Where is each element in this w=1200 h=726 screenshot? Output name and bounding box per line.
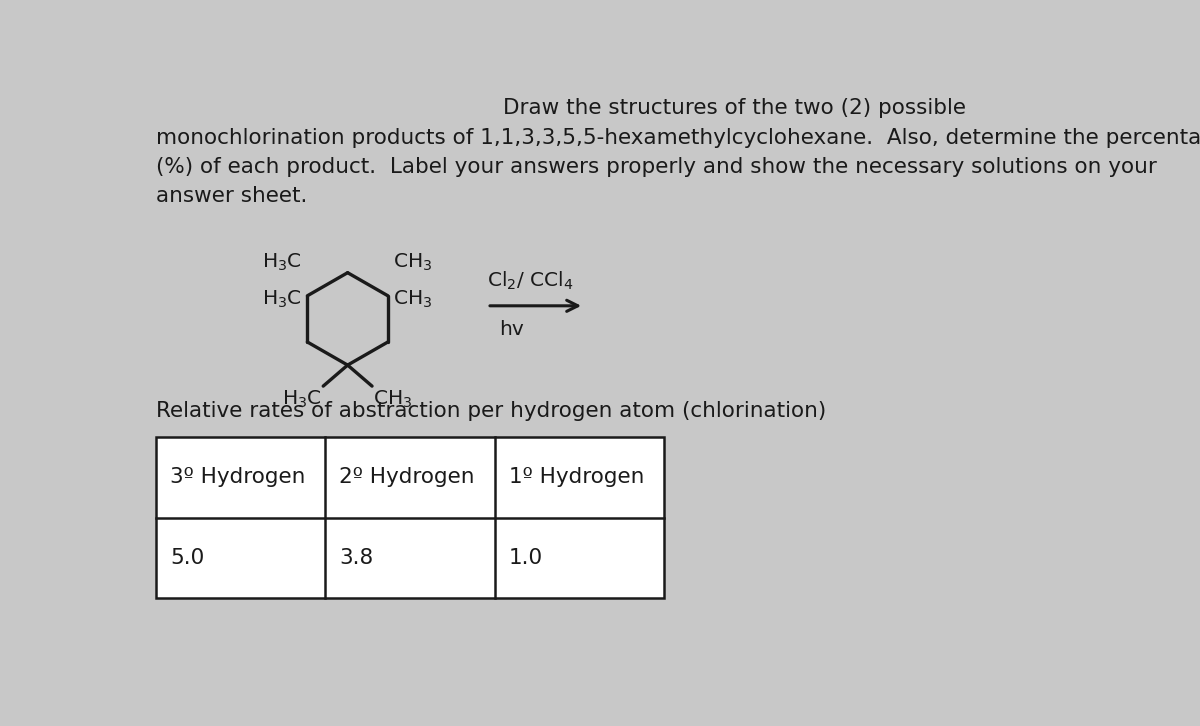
Text: H$_3$C: H$_3$C [262,251,302,273]
Text: CH$_3$: CH$_3$ [394,251,432,273]
Text: CH$_3$: CH$_3$ [373,388,413,410]
Text: 1.0: 1.0 [509,548,542,568]
Text: 2º Hydrogen: 2º Hydrogen [340,467,475,487]
Text: H$_3$C: H$_3$C [262,288,302,309]
Text: hv: hv [499,319,523,338]
Text: 3º Hydrogen: 3º Hydrogen [170,467,306,487]
Text: monochlorination products of 1,1,3,3,5,5-hexamethylcyclohexane.  Also, determine: monochlorination products of 1,1,3,3,5,5… [156,128,1200,148]
Text: Cl$_2$/ CCl$_4$: Cl$_2$/ CCl$_4$ [487,269,574,292]
Text: H$_3$C: H$_3$C [282,388,323,410]
Text: answer sheet.: answer sheet. [156,187,307,206]
Text: 5.0: 5.0 [170,548,204,568]
Text: 3.8: 3.8 [340,548,373,568]
Text: (%) of each product.  Label your answers properly and show the necessary solutio: (%) of each product. Label your answers … [156,158,1157,177]
Text: Relative rates of abstraction per hydrogen atom (chlorination): Relative rates of abstraction per hydrog… [156,401,827,421]
Text: CH$_3$: CH$_3$ [394,288,432,309]
Bar [156,437,664,598]
Text: Draw the structures of the two (2) possible: Draw the structures of the two (2) possi… [503,98,966,118]
Text: 1º Hydrogen: 1º Hydrogen [509,467,644,487]
